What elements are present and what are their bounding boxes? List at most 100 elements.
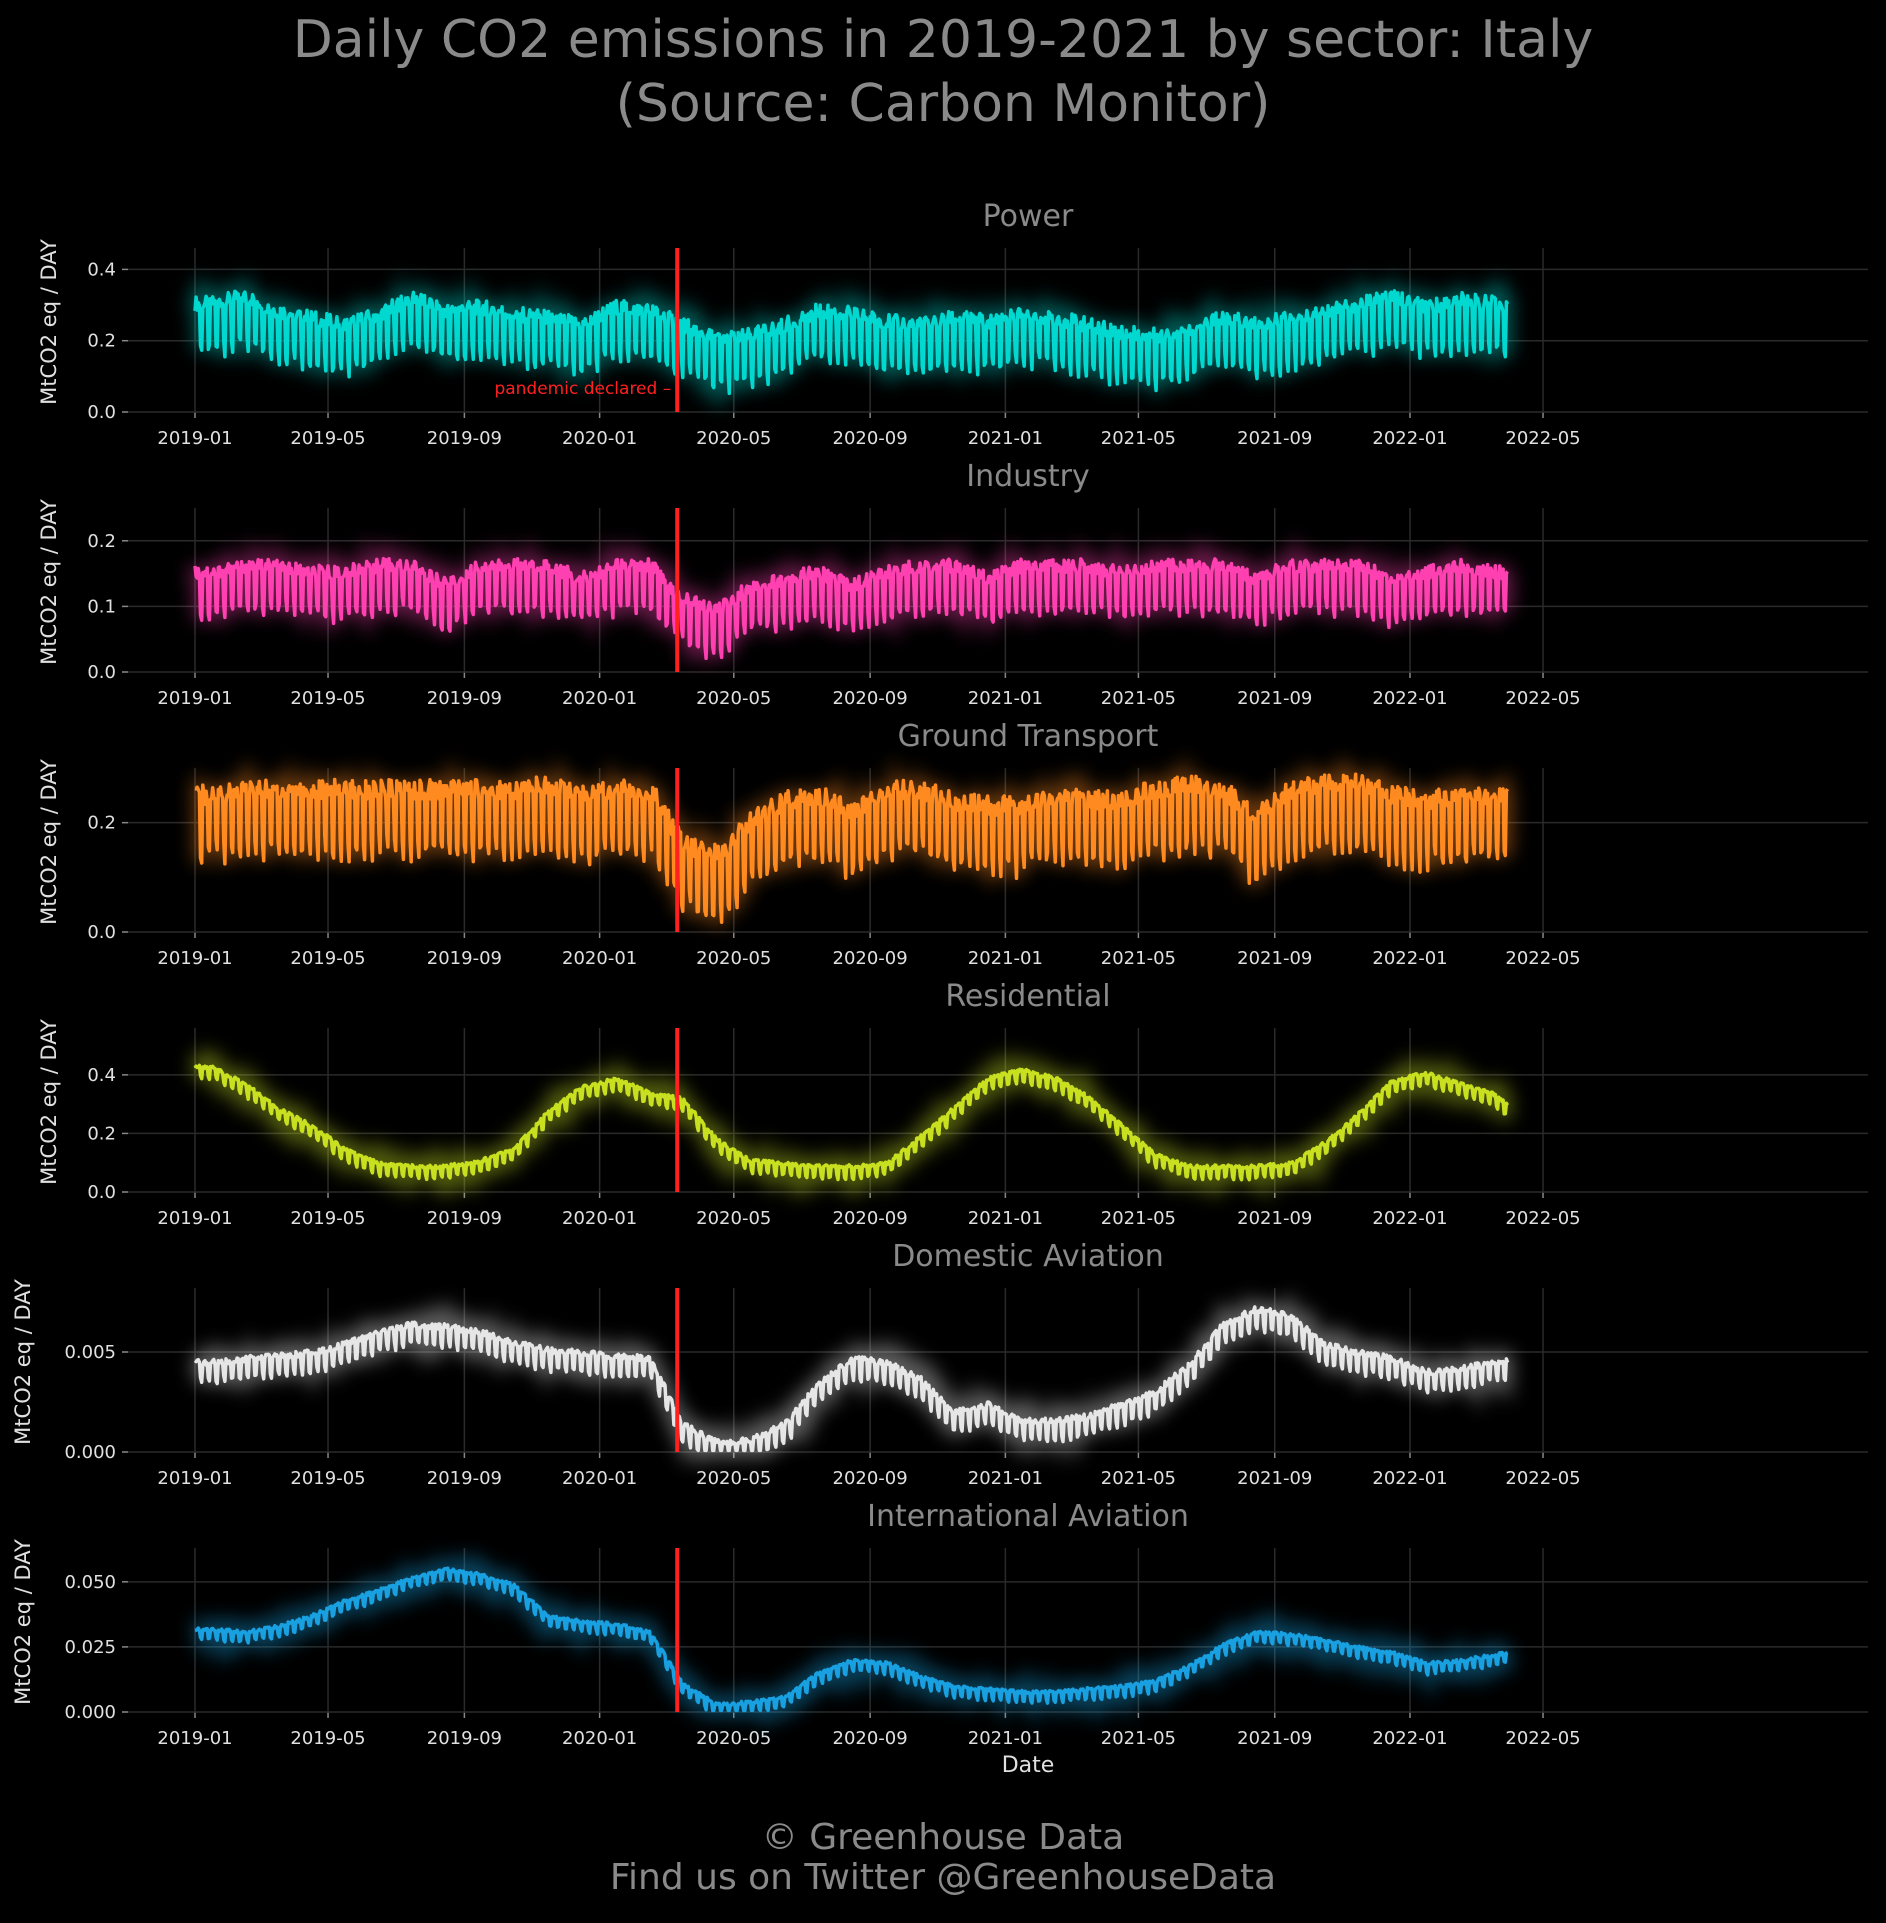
x-tick-label: 2020-09 (833, 1208, 908, 1229)
x-tick-label: 2022-01 (1372, 1728, 1447, 1749)
pandemic-annotation: pandemic declared – (494, 379, 671, 399)
series-line (193, 556, 1509, 661)
x-tick-label: 2021-05 (1101, 1728, 1176, 1749)
y-axis-label: MtCO2 eq / DAY (37, 499, 61, 665)
x-tick-label: 2020-05 (696, 1728, 771, 1749)
y-tick-label: 0.0 (87, 1182, 116, 1203)
x-tick-label: 2019-09 (427, 1728, 502, 1749)
x-tick-label: 2019-01 (157, 948, 232, 969)
y-tick-label: 0.0 (87, 922, 116, 943)
x-tick-label: 2021-09 (1237, 688, 1312, 709)
x-tick-label: 2021-09 (1237, 1208, 1312, 1229)
x-tick-label: 2020-09 (833, 1728, 908, 1749)
x-tick-label: 2022-05 (1505, 428, 1580, 449)
panel-domestic-aviation: Domestic Aviation MtCO2 eq / DAY 2019-01 20… (11, 1239, 1868, 1489)
x-tick-label: 2019-01 (157, 1728, 232, 1749)
y-tick-label: 0.2 (87, 331, 116, 352)
x-tick-label: 2020-09 (833, 688, 908, 709)
x-tick-label: 2020-05 (696, 428, 771, 449)
footer-twitter: Find us on Twitter @GreenhouseData (609, 1857, 1277, 1898)
x-tick-label: 2021-01 (968, 688, 1043, 709)
panel-title: Residential (945, 979, 1110, 1014)
x-tick-label: 2021-01 (968, 1728, 1043, 1749)
x-tick-label: 2022-05 (1505, 1728, 1580, 1749)
x-axis-label: Date (1002, 1753, 1055, 1778)
series-line (194, 1566, 1509, 1713)
x-tick-label: 2020-01 (562, 688, 637, 709)
panel-title: Industry (966, 459, 1089, 494)
panel-power: Power MtCO2 eq / DAY 2019-01 2019-05 2019-09… (37, 199, 1868, 449)
x-tick-label: 2021-09 (1237, 1728, 1312, 1749)
y-tick-label: 0.2 (87, 1123, 116, 1144)
x-tick-label: 2021-09 (1237, 948, 1312, 969)
y-axis-label: MtCO2 eq / DAY (11, 1279, 35, 1445)
x-tick-label: 2020-05 (696, 1208, 771, 1229)
y-tick-label: 0.2 (87, 813, 116, 834)
y-axis-label: MtCO2 eq / DAY (37, 1019, 61, 1185)
x-tick-label: 2021-01 (968, 1468, 1043, 1489)
x-tick-label: 2019-09 (427, 688, 502, 709)
x-tick-label: 2019-05 (290, 688, 365, 709)
y-tick-label: 0.4 (87, 1065, 116, 1086)
x-tick-label: 2019-01 (157, 688, 232, 709)
x-tick-label: 2019-05 (290, 1728, 365, 1749)
panel-title: International Aviation (867, 1499, 1189, 1534)
footer-copyright: © Greenhouse Data (761, 1817, 1125, 1858)
x-tick-label: 2021-05 (1101, 688, 1176, 709)
chart-title-line2: (Source: Carbon Monitor) (615, 74, 1271, 134)
y-axis-label: MtCO2 eq / DAY (11, 1539, 35, 1705)
x-tick-label: 2019-01 (157, 1208, 232, 1229)
x-tick-label: 2020-05 (696, 688, 771, 709)
series-line (194, 772, 1510, 924)
x-tick-label: 2019-09 (427, 428, 502, 449)
y-tick-label: 0.1 (87, 596, 116, 617)
x-tick-label: 2020-01 (562, 1728, 637, 1749)
x-tick-label: 2020-09 (833, 1468, 908, 1489)
x-tick-label: 2022-01 (1372, 688, 1447, 709)
y-tick-label: 0.000 (64, 1702, 116, 1723)
x-tick-label: 2019-09 (427, 948, 502, 969)
y-tick-label: 0.005 (64, 1342, 116, 1363)
x-tick-label: 2020-01 (562, 948, 637, 969)
y-tick-label: 0.4 (87, 259, 116, 280)
x-tick-label: 2022-01 (1372, 1208, 1447, 1229)
x-tick-label: 2020-05 (696, 948, 771, 969)
x-tick-label: 2019-01 (157, 1468, 232, 1489)
y-tick-label: 0.0 (87, 662, 116, 683)
x-tick-label: 2019-09 (427, 1208, 502, 1229)
panel-title: Ground Transport (898, 719, 1159, 754)
x-tick-label: 2022-05 (1505, 688, 1580, 709)
x-tick-label: 2022-01 (1372, 948, 1447, 969)
series-line (193, 1305, 1510, 1453)
panel-industry: Industry MtCO2 eq / DAY 2019-01 2019-05 2019… (37, 459, 1868, 709)
x-tick-label: 2022-05 (1505, 948, 1580, 969)
x-tick-label: 2022-05 (1505, 1468, 1580, 1489)
x-tick-label: 2019-05 (290, 1208, 365, 1229)
panel-ground-transport: Ground Transport MtCO2 eq / DAY 2019-01 201… (37, 719, 1868, 969)
y-tick-label: 0.025 (64, 1637, 116, 1658)
x-tick-label: 2020-09 (833, 428, 908, 449)
x-tick-label: 2021-01 (968, 1208, 1043, 1229)
panel-title: Power (983, 199, 1074, 234)
x-tick-label: 2020-01 (562, 428, 637, 449)
x-tick-label: 2021-01 (968, 948, 1043, 969)
x-tick-label: 2019-05 (290, 948, 365, 969)
x-tick-label: 2020-01 (562, 1208, 637, 1229)
y-tick-label: 0.2 (87, 531, 116, 552)
x-tick-label: 2020-05 (696, 1468, 771, 1489)
y-tick-label: 0.000 (64, 1442, 116, 1463)
footer: © Greenhouse Data Find us on Twitter @Gr… (0, 1818, 1886, 1898)
chart-title-line1: Daily CO2 emissions in 2019-2021 by sect… (292, 10, 1594, 70)
x-tick-label: 2021-05 (1101, 428, 1176, 449)
y-tick-label: 0.0 (87, 402, 116, 423)
x-tick-label: 2021-01 (968, 428, 1043, 449)
x-tick-label: 2019-01 (157, 428, 232, 449)
x-tick-label: 2022-01 (1372, 428, 1447, 449)
y-axis-label: MtCO2 eq / DAY (37, 239, 61, 405)
series-line (193, 289, 1510, 396)
panel-residential: Residential MtCO2 eq / DAY 2019-01 2019-05 2… (37, 979, 1868, 1229)
x-tick-label: 2022-05 (1505, 1208, 1580, 1229)
chart-title: Daily CO2 emissions in 2019-2021 by sect… (0, 8, 1886, 136)
x-tick-label: 2021-09 (1237, 428, 1312, 449)
